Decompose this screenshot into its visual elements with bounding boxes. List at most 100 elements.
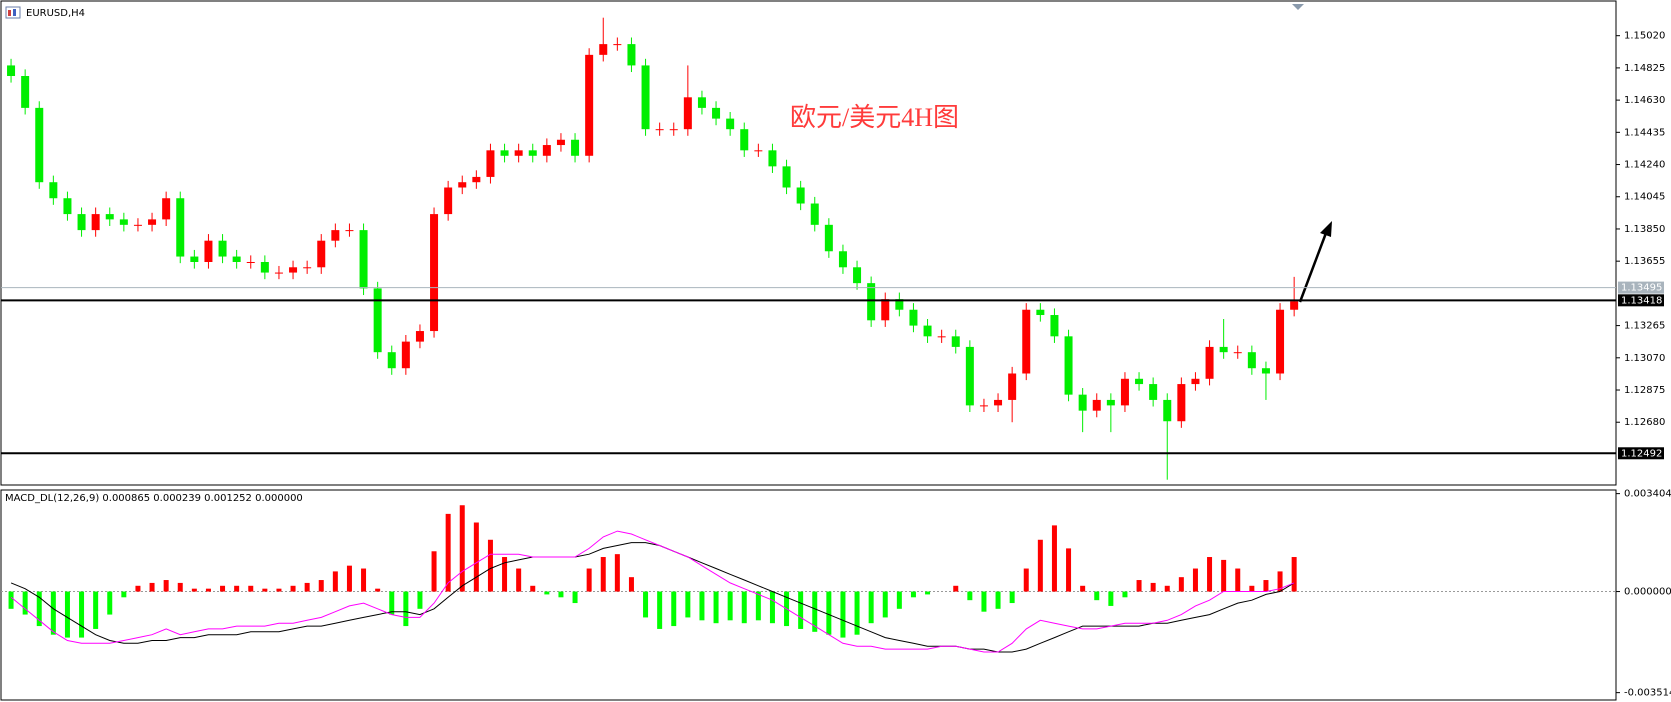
histogram-bar <box>699 591 705 621</box>
histogram-bar <box>276 588 282 592</box>
histogram-bar <box>600 557 606 592</box>
histogram-bar <box>840 591 846 638</box>
candle-body <box>1120 378 1129 406</box>
histogram-bar <box>1235 568 1241 592</box>
histogram-bar <box>910 591 916 598</box>
histogram-bar <box>417 591 423 609</box>
candle-body <box>599 44 608 55</box>
histogram-bar <box>332 571 338 592</box>
candle-body <box>867 283 876 321</box>
histogram-bar <box>671 591 677 627</box>
candle-body <box>585 54 594 156</box>
histogram-bar <box>1249 585 1255 592</box>
histogram-bar <box>431 551 437 592</box>
candle-body <box>303 267 312 269</box>
price-level-tag <box>1618 294 1664 307</box>
symbol-icon <box>5 6 21 19</box>
y-tick-label: 1.14240 <box>1624 160 1665 171</box>
candle-body <box>274 272 283 274</box>
y-tick-label: 0.000000 <box>1624 587 1671 598</box>
candle-body <box>824 224 833 252</box>
histogram-bar <box>727 591 733 621</box>
histogram-bar <box>149 582 155 592</box>
histogram-bar <box>248 585 254 592</box>
candle-body <box>571 139 580 156</box>
candle-body <box>641 65 650 130</box>
candle-body <box>49 182 58 199</box>
candle-body <box>63 198 72 215</box>
y-tick-label: 1.14435 <box>1624 127 1665 138</box>
histogram-bar <box>953 585 959 592</box>
candle-body <box>782 166 791 188</box>
candle-body <box>528 150 537 156</box>
candle-body <box>669 129 678 131</box>
histogram-bar <box>403 591 409 627</box>
histogram-bar <box>614 554 620 592</box>
annotation: 欧元/美元4H图 <box>790 103 959 132</box>
candle-body <box>1135 378 1144 385</box>
candle-body <box>1078 394 1087 411</box>
histogram-bar <box>262 588 268 592</box>
histogram-bar <box>967 591 973 601</box>
candle-body <box>1050 315 1059 337</box>
histogram-bar <box>93 591 99 629</box>
histogram-bar <box>558 591 564 598</box>
price-level-label: 1.13418 <box>1621 295 1662 306</box>
candle-body <box>148 219 157 225</box>
candle-body <box>965 346 974 406</box>
histogram-bar <box>487 539 493 592</box>
candle-body <box>1276 309 1285 374</box>
histogram-bar <box>1009 591 1015 604</box>
y-tick-label: 1.15020 <box>1624 31 1665 42</box>
histogram-bar <box>177 582 183 592</box>
candle-body <box>923 325 932 337</box>
histogram-bar <box>1066 548 1072 592</box>
histogram-bar <box>445 513 451 592</box>
histogram-bar <box>925 591 931 595</box>
histogram-bar <box>361 568 367 592</box>
histogram-bar <box>36 591 42 627</box>
candle-body <box>951 336 960 347</box>
candle-body <box>289 267 298 273</box>
histogram-bar <box>64 591 70 638</box>
histogram-bar <box>191 588 197 592</box>
trend-arrow <box>1298 221 1332 303</box>
y-tick-label: 1.13265 <box>1624 321 1665 332</box>
chart-title: EURUSD,H4 <box>26 8 85 19</box>
y-tick-label: 1.12875 <box>1624 385 1665 396</box>
candle-body <box>1036 309 1045 316</box>
histogram-bar <box>121 591 127 598</box>
price-level-label: 1.13495 <box>1621 283 1662 294</box>
candle-body <box>979 405 988 407</box>
candle-body <box>444 187 453 215</box>
histogram-bar <box>882 591 888 618</box>
histogram-bar <box>868 591 874 624</box>
indicator-line <box>10 530 1295 653</box>
histogram-bar <box>205 588 211 592</box>
candle-body <box>1106 399 1115 406</box>
price-level-label: 1.12492 <box>1621 448 1662 459</box>
y-tick-label: 1.14630 <box>1624 95 1665 106</box>
histogram-bar <box>1136 580 1142 592</box>
candle-body <box>909 309 918 326</box>
candle-body <box>754 150 763 152</box>
histogram-bar <box>755 591 761 621</box>
candle-body <box>401 341 410 369</box>
histogram-bar <box>995 591 1001 609</box>
histogram-bar <box>1192 568 1198 592</box>
histogram-bar <box>1108 591 1114 606</box>
candle-body <box>204 240 213 262</box>
histogram-bar <box>812 591 818 632</box>
candle-body <box>542 145 551 156</box>
candle-body <box>1092 399 1101 411</box>
candle-body <box>472 176 481 183</box>
histogram-bar <box>854 591 860 635</box>
histogram-bar <box>1122 591 1128 598</box>
candle-body <box>105 214 114 220</box>
histogram-bar <box>220 585 226 592</box>
y-tick-label: 1.13850 <box>1624 224 1665 235</box>
candle-body <box>331 230 340 241</box>
candle-body <box>260 261 269 273</box>
histogram-bar <box>1023 568 1029 592</box>
